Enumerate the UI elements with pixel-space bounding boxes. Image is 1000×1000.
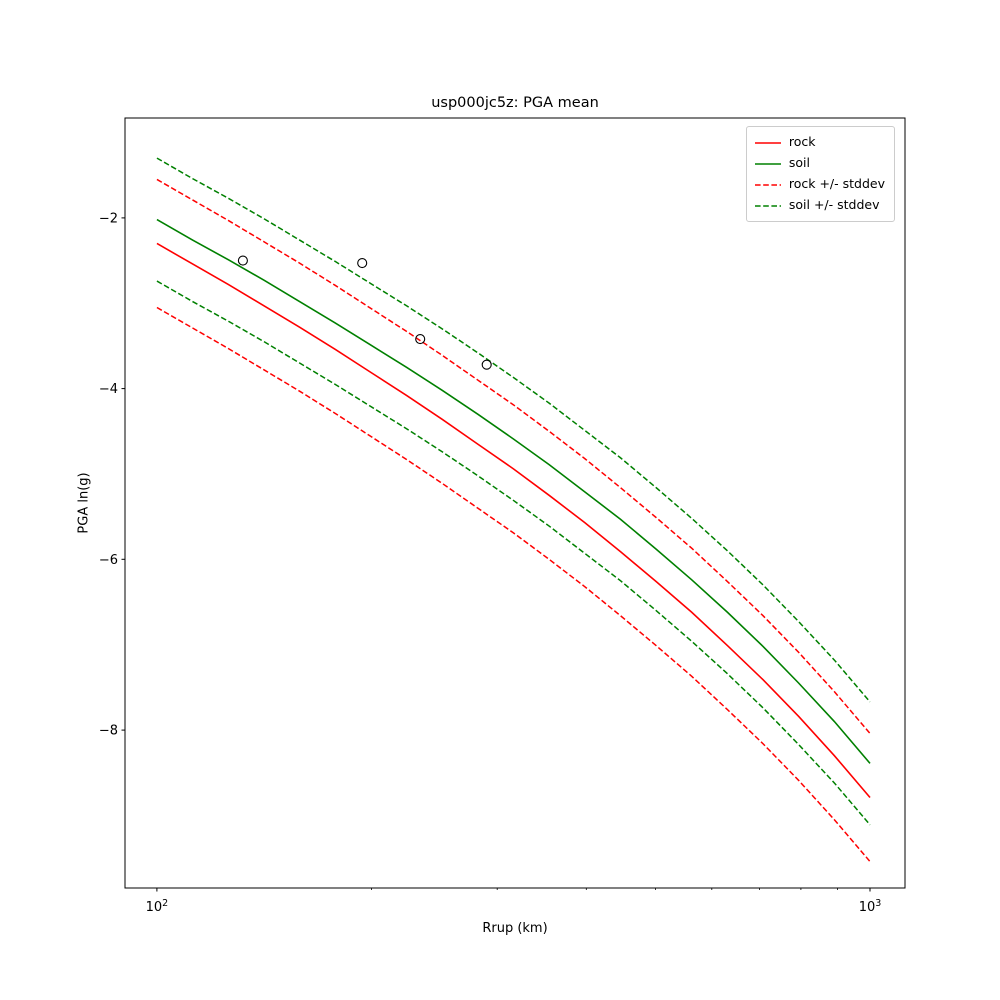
- legend-label: rock +/- stddev: [788, 176, 885, 192]
- curve-rock: [156, 242, 871, 799]
- legend-entry: soil: [754, 153, 885, 174]
- legend-line-sample: [754, 141, 781, 144]
- legend: rock soil rock +/- stddev soil +/- stddev: [745, 126, 895, 222]
- chart-title: usp000jc5z: PGA mean: [431, 95, 599, 111]
- curve-rock-stddev: [156, 178, 871, 734]
- x-axis-label: Rrup (km): [482, 921, 548, 936]
- y-tick-label: −4: [99, 382, 118, 397]
- scatter-point: [481, 359, 492, 370]
- curve-soil-stddev: [156, 280, 871, 826]
- y-tick-label: −6: [99, 553, 118, 568]
- legend-label: soil +/- stddev: [788, 197, 880, 213]
- y-tick-label: −2: [99, 211, 118, 226]
- legend-entry: rock: [754, 132, 885, 153]
- scatter-point: [415, 334, 426, 345]
- y-tick-label: −8: [99, 724, 118, 739]
- legend-entry: soil +/- stddev: [754, 195, 885, 216]
- x-tick-label: 103: [859, 898, 882, 915]
- legend-label: rock: [788, 134, 816, 150]
- legend-entry: rock +/- stddev: [754, 174, 885, 195]
- scatter-point: [237, 255, 248, 266]
- curve-soil: [156, 218, 871, 764]
- curve-soil-stddev: [156, 157, 871, 703]
- x-tick-label: 102: [146, 898, 169, 915]
- legend-line-sample: [754, 204, 781, 207]
- scatter-point: [357, 258, 368, 269]
- legend-line-sample: [754, 162, 781, 165]
- legend-label: soil: [788, 155, 810, 171]
- legend-line-sample: [754, 183, 781, 186]
- curve-rock-stddev: [156, 306, 871, 863]
- y-axis-label: PGA ln(g): [76, 472, 92, 534]
